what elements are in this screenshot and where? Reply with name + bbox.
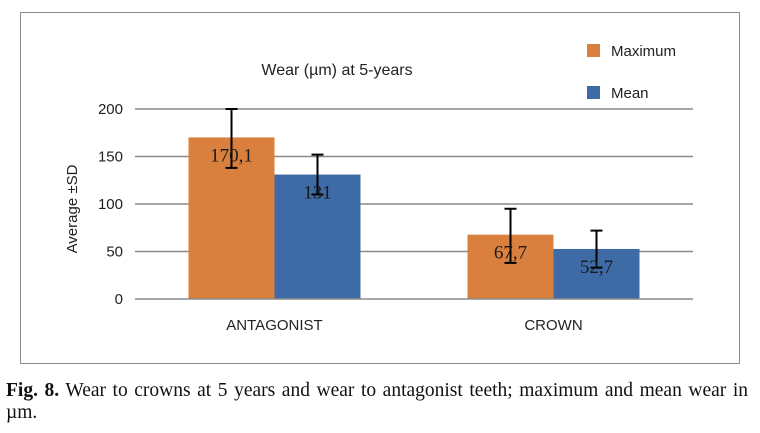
- data-label: 131: [303, 183, 332, 204]
- legend: Maximum Mean: [587, 43, 676, 102]
- chart-plot: 170,1 131 67,7 52,7 0 50 100 150 200 ANTAGONIST C…: [64, 43, 693, 334]
- bars: [188, 137, 640, 299]
- data-label: 52,7: [580, 257, 613, 278]
- y-tick-label: 50: [106, 244, 123, 261]
- caption-text: Wear to crowns at 5 years and wear to an…: [6, 380, 748, 423]
- legend-label-maximum: Maximum: [611, 43, 676, 60]
- data-label: 170,1: [210, 145, 253, 166]
- y-axis-label: Average ±SD: [64, 164, 81, 253]
- y-tick-label: 200: [98, 101, 123, 118]
- y-tick-label: 100: [98, 196, 123, 213]
- y-tick-label: 0: [115, 291, 123, 308]
- y-tick-label: 150: [98, 149, 123, 166]
- data-label: 67,7: [494, 243, 527, 264]
- axes: 0 50 100 150 200 ANTAGONIST CROWN: [98, 101, 693, 334]
- chart-frame: 170,1 131 67,7 52,7 0 50 100 150 200 ANTAGONIST C…: [20, 12, 740, 364]
- figure-caption: Fig. 8. Wear to crowns at 5 years and we…: [6, 380, 748, 424]
- chart-title: Wear (µm) at 5-years: [261, 62, 412, 79]
- x-tick-label: CROWN: [524, 317, 582, 334]
- value-labels: 170,1 131 67,7 52,7: [210, 145, 613, 278]
- x-tick-label: ANTAGONIST: [226, 317, 322, 334]
- legend-swatch-mean: [587, 86, 600, 99]
- legend-label-mean: Mean: [611, 85, 649, 102]
- error-bars: [225, 108, 603, 269]
- legend-swatch-maximum: [587, 44, 600, 57]
- caption-label: Fig. 8.: [6, 380, 60, 401]
